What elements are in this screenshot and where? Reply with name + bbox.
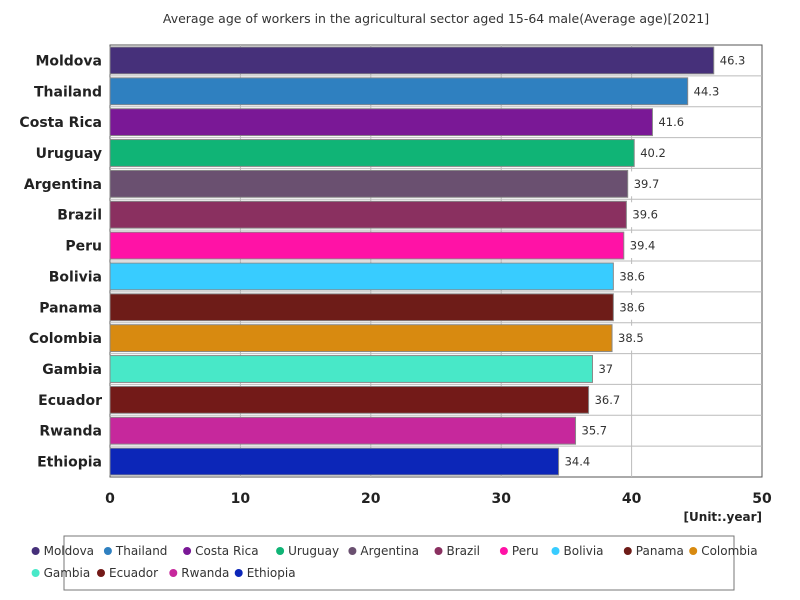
legend-item-label: Uruguay [288,544,339,558]
bar [109,46,715,75]
value-label-bg [715,48,754,73]
legend-item-label: Colombia [701,544,757,558]
legend-marker [183,547,192,555]
bar [109,293,614,322]
legend-marker [434,547,443,555]
bar [109,139,635,167]
category-label: Panama [39,300,102,316]
category-labels: Moldova Thailand Costa Rica Uruguay Argentin… [19,53,102,470]
value-label: 34.4 [565,455,591,469]
legend-marker [169,569,178,577]
category-label: Uruguay [36,146,102,162]
legend-marker [31,569,40,577]
value-label: 38.6 [619,269,645,283]
x-tick-label: 20 [361,491,381,507]
category-label: Peru [65,239,102,255]
bar [109,77,689,106]
x-tick-label: 0 [105,491,115,507]
legend-item-label: Argentina [360,544,419,558]
value-label: 46.3 [720,53,746,67]
legend-item-label: Costa Rica [195,544,258,558]
category-label: Bolivia [49,269,102,285]
category-label: Ethiopia [37,455,102,471]
value-label: 39.7 [634,177,660,191]
category-label: Argentina [24,177,102,193]
value-label: 44.3 [694,84,720,98]
value-label-bg [615,294,654,320]
x-tick-label: 50 [752,491,772,507]
bar [109,169,629,198]
value-label: 38.6 [619,300,645,314]
legend-marker [103,547,112,555]
legend-item-label: Ethiopia [247,566,296,580]
legend-box [63,535,735,591]
legend-marker [97,569,105,577]
value-label-bg [560,449,599,474]
value-label-bg [614,325,653,351]
category-label: Costa Rica [19,115,102,131]
legend-marker [348,547,357,555]
legend: Moldova Thailand Costa Rica Uruguay Argentin… [31,544,758,580]
bar [109,355,593,383]
bar [109,231,625,260]
legend-item-label: Brazil [447,544,481,558]
x-tick-label: 30 [491,491,511,507]
value-label: 39.6 [632,208,658,222]
bar [109,416,577,445]
x-tick-label: 40 [622,491,642,507]
legend-item-label: Rwanda [181,566,229,580]
value-label: 39.4 [630,239,656,253]
category-label: Thailand [34,84,102,100]
legend-marker [31,547,40,555]
value-label: 35.7 [582,424,608,438]
value-label-bg [628,202,667,228]
bar [109,385,590,414]
chart-title: Average age of workers in the agricultur… [163,11,709,26]
value-label-bg [654,109,693,135]
bar [109,262,614,291]
x-axis-tick-labels: 0 10 20 30 40 50 [105,491,772,507]
value-label: 40.2 [640,146,666,160]
legend-item-label: Peru [512,544,539,558]
legend-marker [623,547,632,555]
value-label-bg [577,418,616,444]
value-label-bg [636,140,675,166]
category-label: Gambia [42,362,102,378]
legend-marker [276,547,285,555]
value-label-bg [615,264,654,289]
legend-item-label: Panama [636,544,684,558]
bar [109,200,627,229]
bar [109,108,653,137]
category-label: Colombia [29,331,102,347]
legend-item-label: Ecuador [109,566,158,580]
value-label: 41.6 [658,115,684,129]
legend-marker [551,547,560,555]
value-label-bg [594,356,619,382]
value-label-bg [689,78,728,104]
category-label: Moldova [35,53,102,69]
legend-marker [689,547,698,555]
value-label: 37 [598,362,613,376]
bars [109,46,715,476]
legend-item-label: Bolivia [564,544,604,558]
legend-item-label: Moldova [44,544,94,558]
value-labels: 46.3 44.3 41.6 40.2 39.7 39.6 39.4 38.6 38.6 38.5… [560,48,754,474]
category-label: Ecuador [38,393,102,409]
category-label: Rwanda [39,424,102,440]
legend-item-label: Thailand [115,544,168,558]
legend-item-label: Gambia [44,566,91,580]
category-label: Brazil [57,208,102,224]
unit-label: [Unit:.year] [684,510,762,524]
legend-marker [499,547,508,555]
x-tick-label: 10 [231,491,251,507]
legend-marker [234,569,243,577]
bar [109,447,560,476]
value-label: 38.5 [618,331,644,345]
value-label-bg [625,233,664,258]
value-label: 36.7 [595,393,621,407]
bar [109,324,613,353]
value-label-bg [590,387,629,413]
value-label-bg [629,171,668,197]
